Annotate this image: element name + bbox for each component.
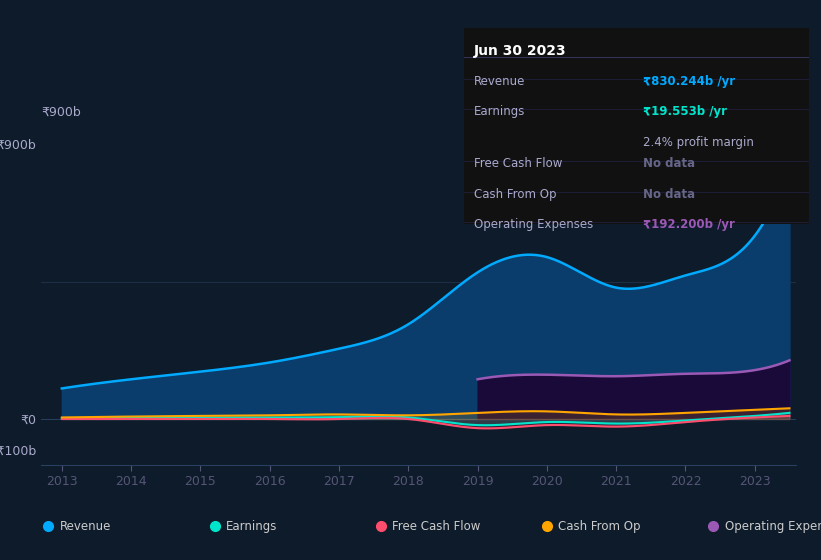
Text: Jun 30 2023: Jun 30 2023 — [475, 44, 566, 58]
Text: 2.4% profit margin: 2.4% profit margin — [643, 136, 754, 149]
Text: ₹192.200b /yr: ₹192.200b /yr — [643, 218, 735, 231]
Text: Revenue: Revenue — [475, 75, 525, 88]
Text: Operating Expenses: Operating Expenses — [475, 218, 594, 231]
Text: No data: No data — [643, 188, 695, 200]
Text: ₹19.553b /yr: ₹19.553b /yr — [643, 105, 727, 118]
Text: Operating Expenses: Operating Expenses — [724, 520, 821, 533]
Text: Earnings: Earnings — [475, 105, 525, 118]
Text: Free Cash Flow: Free Cash Flow — [475, 157, 562, 170]
Text: Cash From Op: Cash From Op — [558, 520, 640, 533]
Text: ₹900b: ₹900b — [41, 105, 80, 119]
Text: No data: No data — [643, 157, 695, 170]
Text: Earnings: Earnings — [226, 520, 277, 533]
Text: Free Cash Flow: Free Cash Flow — [392, 520, 480, 533]
Text: ₹830.244b /yr: ₹830.244b /yr — [643, 75, 736, 88]
Text: Revenue: Revenue — [60, 520, 111, 533]
Text: Cash From Op: Cash From Op — [475, 188, 557, 200]
